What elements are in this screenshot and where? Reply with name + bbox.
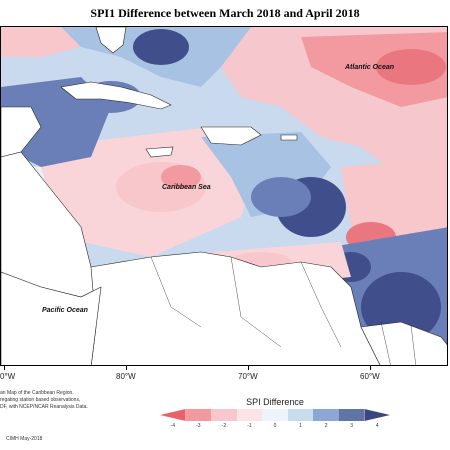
legend-swatch bbox=[160, 409, 186, 421]
longitude-tick-mark bbox=[370, 366, 371, 370]
longitude-label: 80°W bbox=[116, 372, 136, 381]
pacific-ocean-label: Pacific Ocean bbox=[42, 307, 88, 314]
borders bbox=[150, 256, 416, 365]
legend-tick-label: -4 bbox=[170, 423, 175, 429]
map-panel bbox=[0, 26, 448, 366]
spi-map bbox=[1, 27, 447, 365]
longitude-label: 0°W bbox=[0, 372, 16, 381]
longitude-tick-mark bbox=[248, 366, 249, 370]
map-footnote: an Map of the Caribbean Region. regating… bbox=[0, 390, 88, 410]
legend-tick-label: -1 bbox=[247, 423, 252, 429]
legend-swatch bbox=[313, 409, 339, 421]
longitude-label: 70°W bbox=[238, 372, 258, 381]
legend-title: SPI Difference bbox=[246, 397, 304, 407]
longitude-label: 60°W bbox=[360, 372, 380, 381]
atlantic-ocean-label: Atlantic Ocean bbox=[345, 64, 395, 71]
legend-tick-label: -2 bbox=[221, 423, 227, 429]
legend-tick-label: 1 bbox=[299, 423, 302, 429]
legend-swatch bbox=[338, 409, 365, 421]
land-masses bbox=[1, 27, 447, 365]
legend-swatch bbox=[185, 409, 212, 421]
legend-swatch bbox=[287, 409, 314, 421]
map-credit: CIMH May-2018 bbox=[6, 436, 43, 442]
legend-tick-label: 2 bbox=[324, 423, 328, 429]
legend: -4 -3 -2 -1 0 1 2 3 4 bbox=[150, 409, 400, 439]
legend-swatch bbox=[236, 409, 263, 421]
legend-tick-label: 4 bbox=[375, 423, 379, 429]
legend-swatch bbox=[262, 409, 288, 421]
legend-tick-label: 0 bbox=[273, 423, 277, 429]
caribbean-sea-label: Caribbean Sea bbox=[162, 184, 211, 191]
legend-tick-label: 3 bbox=[350, 423, 354, 429]
legend-swatch bbox=[211, 409, 237, 421]
legend-swatch bbox=[364, 409, 390, 421]
map-title: SPI1 Difference between March 2018 and A… bbox=[90, 6, 360, 20]
longitude-tick-mark bbox=[4, 366, 5, 370]
longitude-tick-mark bbox=[126, 366, 127, 370]
legend-tick-label: -3 bbox=[196, 423, 201, 429]
